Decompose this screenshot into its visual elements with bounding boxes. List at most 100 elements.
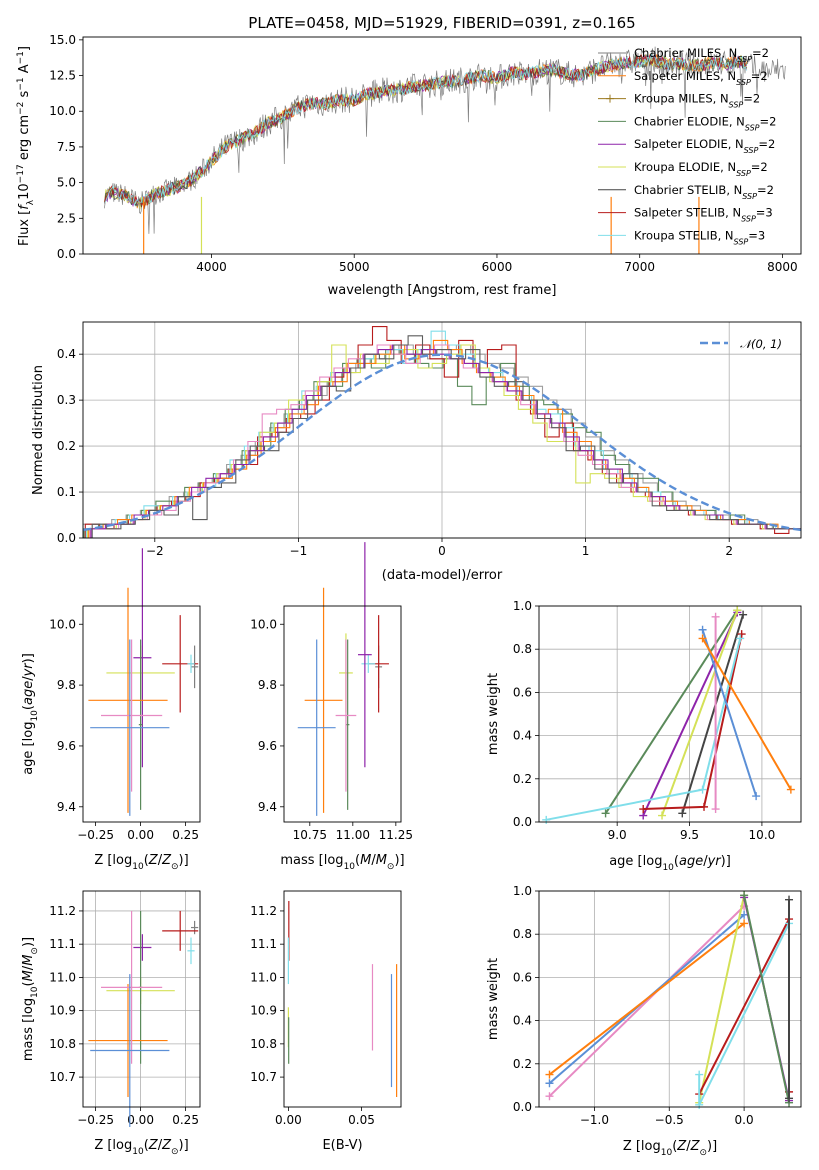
weight-marker (601, 809, 610, 818)
y-tick-label: 0.2 (513, 1057, 532, 1071)
x-tick-label: 0.00 (127, 828, 154, 842)
axes-frame-age_vs_mass (283, 605, 402, 823)
y-axis-label: Normed distribution (31, 365, 46, 495)
y-tick-label: 9.6 (258, 739, 277, 753)
weight-marker (545, 1092, 554, 1101)
histogram-step-line (88, 339, 801, 538)
axes-frame-mass_weight_vs_age (538, 605, 802, 823)
x-tick-label: 8000 (767, 260, 798, 274)
y-tick-label: 10.9 (250, 1004, 277, 1018)
histogram-step-line (87, 344, 801, 538)
chart-title: PLATE=0458, MJD=51929, FIBERID=0391, z=0… (248, 14, 635, 32)
x-axis-label: wavelength [Angstrom, rest frame] (328, 283, 557, 298)
weight-marker (542, 815, 551, 824)
weight-line (681, 614, 745, 814)
weight-marker (737, 630, 746, 639)
y-axis-label: Flux [fλ10−17 erg cm−2 s−1 A−1] (16, 46, 36, 246)
legend-label: Salpeter ELODIE, NSSP=2 (634, 137, 775, 155)
y-tick-label: 0.8 (513, 927, 532, 941)
y-tick-label: 7.5 (57, 140, 76, 154)
y-tick-label: 11.1 (49, 937, 76, 951)
weight-line (642, 612, 739, 816)
x-tick-label: 0.25 (172, 1113, 199, 1127)
x-tick-label: 0.00 (127, 1113, 154, 1127)
weight-line (604, 609, 739, 814)
weight-marker (736, 634, 745, 643)
x-axis-label: Z [log10(Z/Z⊙)] (94, 853, 188, 872)
weight-line (701, 637, 792, 791)
x-tick-label: 9.0 (608, 828, 627, 842)
x-tick-label: −0.5 (655, 1113, 684, 1127)
weight-marker (545, 1070, 554, 1079)
y-tick-label: 0.4 (57, 347, 76, 361)
histogram-step-line (91, 335, 801, 538)
x-tick-label: −2 (146, 544, 164, 558)
weight-marker (785, 1094, 794, 1103)
y-tick-label: 9.8 (57, 678, 76, 692)
x-tick-label: 1 (582, 544, 590, 558)
histogram-step-line (90, 344, 801, 538)
legend-label: Salpeter STELIB, NSSP=3 (634, 206, 773, 224)
errorbar-series-mass_vs_ebv (287, 900, 398, 1098)
x-tick-label: 5000 (339, 260, 370, 274)
weight-marker (711, 612, 720, 621)
x-tick-label: 0.25 (172, 828, 199, 842)
y-tick-label: 0.0 (513, 815, 532, 829)
legend-label: Chabrier MILES, NSSP=2 (634, 46, 769, 64)
y-axis-label: mass [log10(M/M⊙)] (21, 937, 40, 1061)
weight-line (743, 895, 790, 1103)
errorbar-series-mass_vs_Z (88, 910, 199, 1127)
legend-marker (606, 94, 614, 103)
y-tick-label: 0.4 (513, 729, 532, 743)
y-tick-label: 0.4 (513, 1014, 532, 1028)
weight-marker (740, 891, 749, 900)
histogram-step-line (83, 349, 801, 538)
y-tick-label: 10.0 (49, 104, 76, 118)
weight-marker (695, 1100, 704, 1109)
weight-marker (658, 811, 667, 820)
y-axis-label: age [log10(age/yr)] (21, 653, 40, 775)
x-tick-label: 9.5 (680, 828, 699, 842)
weight-marker (752, 792, 761, 801)
y-tick-label: 10.0 (49, 617, 76, 631)
weight-line (546, 638, 742, 821)
axes-age_vs_Z: −0.25 0.00 0.25 9.4 9.6 9.8 10.0 (49, 617, 199, 842)
weight-marker (698, 634, 707, 643)
y-tick-label: 0.2 (57, 439, 76, 453)
x-tick-label: 6000 (482, 260, 513, 274)
spectrum-model-line (104, 52, 748, 207)
gaussian-curve (83, 353, 801, 532)
y-tick-label: 0.0 (57, 247, 76, 261)
weight-line (661, 609, 739, 816)
axes-spectrum: 4000 5000 6000 7000 8000 0.0 2.5 5.0 7.5 10.0 12.5… (49, 33, 797, 274)
x-tick-label: −1 (290, 544, 308, 558)
legend-label: Kroupa STELIB, NSSP=3 (634, 228, 765, 246)
x-tick-label: 0.0 (735, 1113, 754, 1127)
y-tick-label: 10.7 (250, 1070, 277, 1084)
y-tick-label: 2.5 (57, 211, 76, 225)
weight-marker (700, 802, 709, 811)
weight-marker (786, 785, 795, 794)
weight-marker (639, 805, 648, 814)
y-tick-label: 15.0 (49, 33, 76, 47)
x-tick-label: 2 (725, 544, 733, 558)
weight-marker (740, 910, 749, 919)
axes-residuals: −2 −1 0 1 2 0.0 0.1 0.2 0.3 0.4 (57, 322, 801, 558)
y-tick-label: 9.6 (57, 739, 76, 753)
y-tick-label: 10.7 (49, 1070, 76, 1084)
y-tick-label: 10.0 (250, 617, 277, 631)
y-tick-label: 0.0 (57, 531, 76, 545)
x-axis-label: (data-model)/error (382, 568, 503, 583)
spectrum-data-line (104, 46, 786, 234)
axes-frame-age_vs_Z (82, 605, 201, 823)
errorbar-series-age_vs_mass (297, 542, 389, 816)
weight-line (548, 922, 745, 1076)
x-tick-label: 0.05 (348, 1113, 375, 1127)
y-tick-label: 10.8 (250, 1037, 277, 1051)
axes-frame-mass_vs_ebv (283, 890, 402, 1108)
y-tick-label: 11.2 (250, 904, 277, 918)
x-tick-label: 0 (438, 544, 446, 558)
x-tick-label: 10.75 (293, 828, 327, 842)
axes-frame-spectrum (82, 36, 802, 255)
